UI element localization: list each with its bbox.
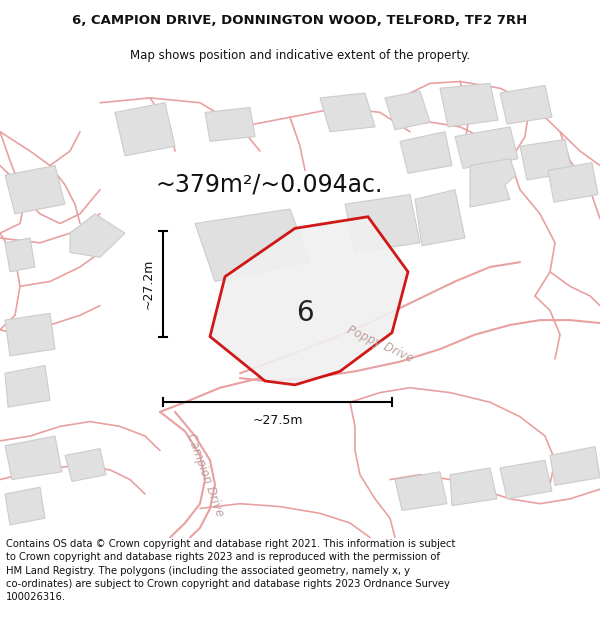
Polygon shape: [5, 313, 55, 356]
Polygon shape: [70, 214, 125, 258]
Polygon shape: [320, 93, 375, 132]
Text: ~27.2m: ~27.2m: [142, 259, 155, 309]
Polygon shape: [345, 194, 420, 252]
Text: 6: 6: [296, 299, 314, 328]
Polygon shape: [210, 217, 408, 385]
Polygon shape: [440, 83, 498, 127]
Text: Contains OS data © Crown copyright and database right 2021. This information is : Contains OS data © Crown copyright and d…: [6, 539, 455, 602]
Text: Map shows position and indicative extent of the property.: Map shows position and indicative extent…: [130, 49, 470, 62]
Polygon shape: [5, 366, 50, 407]
Polygon shape: [415, 190, 465, 246]
Polygon shape: [400, 132, 452, 173]
Polygon shape: [205, 107, 255, 141]
Text: ~27.5m: ~27.5m: [252, 414, 303, 427]
Polygon shape: [5, 238, 35, 272]
Polygon shape: [450, 468, 497, 506]
Polygon shape: [395, 472, 447, 511]
Polygon shape: [470, 159, 516, 207]
Polygon shape: [5, 166, 65, 214]
Polygon shape: [385, 91, 430, 130]
Polygon shape: [500, 460, 552, 499]
Polygon shape: [195, 209, 310, 281]
Text: 6, CAMPION DRIVE, DONNINGTON WOOD, TELFORD, TF2 7RH: 6, CAMPION DRIVE, DONNINGTON WOOD, TELFO…: [73, 14, 527, 27]
Polygon shape: [5, 488, 45, 525]
Polygon shape: [115, 102, 175, 156]
Polygon shape: [500, 86, 552, 124]
Polygon shape: [65, 449, 106, 481]
Polygon shape: [550, 447, 600, 486]
Polygon shape: [455, 127, 518, 168]
Text: Campion Drive: Campion Drive: [184, 431, 226, 518]
Text: ~379m²/~0.094ac.: ~379m²/~0.094ac.: [155, 173, 382, 197]
Text: Poppy Drive: Poppy Drive: [345, 323, 415, 365]
Polygon shape: [520, 139, 572, 180]
Polygon shape: [5, 436, 62, 479]
Polygon shape: [548, 162, 598, 202]
